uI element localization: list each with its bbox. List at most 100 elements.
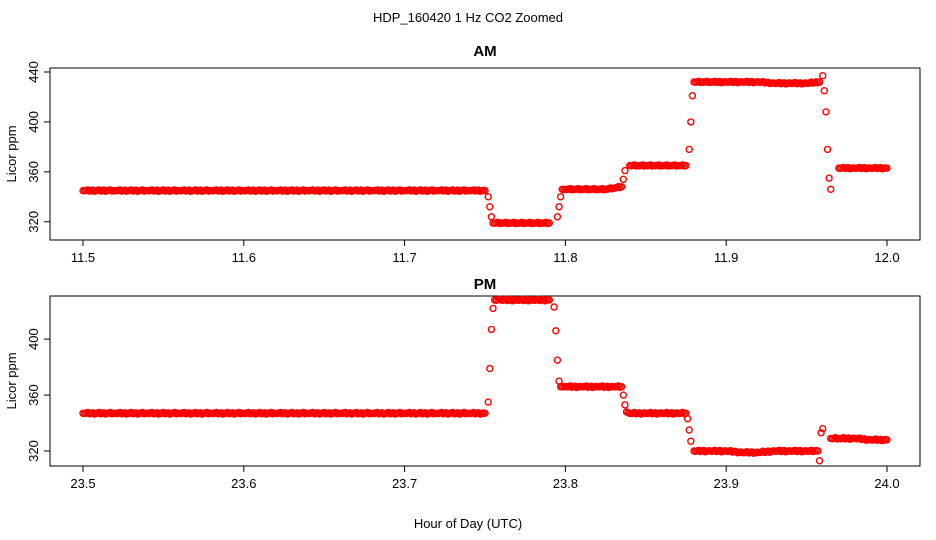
pm-x-tick-label: 23.7 — [392, 476, 417, 491]
am-point — [815, 78, 824, 86]
am-point — [484, 193, 492, 201]
pm-point — [437, 408, 446, 417]
am-point — [545, 219, 553, 227]
am-ylabel: Licor ppm — [4, 125, 19, 182]
pm-point — [817, 429, 825, 437]
pm-point — [95, 408, 103, 417]
am-point — [553, 213, 562, 221]
pm-point — [619, 391, 627, 399]
pm-x-tick-label: 23.6 — [231, 476, 256, 491]
pm-points — [79, 295, 891, 465]
pm-x-tick-label: 24.0 — [874, 476, 899, 491]
pm-point — [223, 408, 232, 417]
pm-point — [320, 408, 328, 417]
am-panel: AM Licor ppm 11.5 11.6 11.7 11.8 11.9 12.0 32… — [4, 43, 921, 265]
pm-point — [212, 408, 221, 417]
pm-point — [489, 304, 497, 313]
pm-point — [417, 408, 425, 417]
pm-point — [775, 446, 783, 454]
pm-point — [180, 408, 189, 417]
pm-point — [484, 398, 492, 406]
pm-point — [814, 447, 822, 455]
pm-point — [341, 408, 349, 417]
am-point — [556, 193, 565, 201]
pm-point — [679, 408, 687, 417]
pm-point — [545, 296, 553, 304]
pm-point — [486, 364, 494, 373]
pm-point — [405, 408, 414, 417]
pm-point — [630, 408, 639, 417]
pm-panel-title: PM — [474, 276, 497, 293]
am-points — [79, 71, 891, 228]
pm-x-axis: 23.5 23.6 23.7 23.8 23.9 24.0 — [70, 466, 900, 491]
am-point — [823, 145, 832, 154]
am-point — [619, 175, 627, 184]
am-point — [883, 164, 891, 172]
am-point — [685, 145, 693, 154]
pm-plot-frame — [49, 295, 921, 467]
pm-x-tick-label: 23.9 — [714, 476, 739, 491]
am-point — [487, 213, 496, 221]
pm-point — [277, 408, 285, 417]
pm-point — [518, 295, 526, 303]
pm-point — [598, 382, 607, 390]
am-point — [682, 161, 690, 170]
am-y-tick-label: 360 — [26, 161, 41, 183]
figure-title: HDP_160420 1 Hz CO2 Zoomed — [373, 10, 563, 25]
am-point — [822, 108, 830, 116]
pm-point — [614, 382, 623, 390]
am-x-tick-label: 12.0 — [874, 250, 899, 265]
pm-point — [148, 408, 156, 417]
pm-point — [553, 356, 562, 364]
pm-point — [481, 409, 489, 417]
am-point — [820, 86, 828, 95]
am-y-tick-label: 440 — [26, 61, 41, 83]
pm-x-tick-label: 23.8 — [553, 476, 578, 491]
pm-point — [502, 295, 510, 303]
pm-y-tick-label: 320 — [26, 440, 41, 462]
pm-point — [695, 446, 703, 454]
am-x-axis: 11.5 11.6 11.7 11.8 11.9 12.0 — [71, 240, 900, 265]
pm-point — [373, 408, 381, 417]
pm-point — [815, 457, 824, 465]
am-x-tick-label: 11.7 — [392, 250, 416, 265]
am-x-tick-label: 11.9 — [714, 250, 738, 265]
am-point — [687, 118, 695, 126]
pm-panel: PM Licor ppm 23.5 23.6 23.7 23.8 23.9 24.0 32… — [4, 276, 921, 491]
am-x-tick-label: 11.8 — [553, 250, 577, 265]
pm-point — [839, 434, 848, 442]
pm-point — [449, 408, 457, 417]
am-point — [819, 71, 827, 80]
pm-point — [618, 383, 626, 391]
am-x-tick-label: 11.6 — [232, 250, 256, 265]
pm-point — [550, 303, 558, 311]
pm-point — [856, 434, 864, 442]
pm-y-tick-label: 400 — [26, 328, 41, 350]
am-panel-title: AM — [473, 43, 496, 60]
pm-point — [534, 295, 542, 303]
am-point — [618, 183, 626, 191]
pm-point — [582, 382, 590, 390]
pm-point — [244, 408, 253, 417]
pm-point — [116, 408, 124, 417]
pm-point — [384, 408, 393, 417]
am-point — [688, 91, 697, 100]
pm-point — [84, 408, 92, 417]
pm-point — [352, 408, 361, 417]
am-y-axis: 320 360 400 440 — [26, 61, 50, 233]
pm-point — [487, 325, 496, 334]
pm-y-tick-label: 360 — [26, 384, 41, 406]
am-point — [621, 166, 629, 175]
am-point — [827, 185, 835, 194]
pm-point — [127, 408, 135, 417]
pm-point — [683, 415, 692, 423]
am-point — [555, 203, 563, 211]
am-point — [542, 218, 550, 227]
pm-point — [646, 408, 655, 417]
am-y-tick-label: 320 — [26, 211, 41, 233]
pm-y-axis: 320 360 400 — [26, 328, 50, 462]
am-point — [481, 186, 489, 195]
pm-point — [727, 447, 735, 455]
pm-point — [191, 408, 200, 417]
